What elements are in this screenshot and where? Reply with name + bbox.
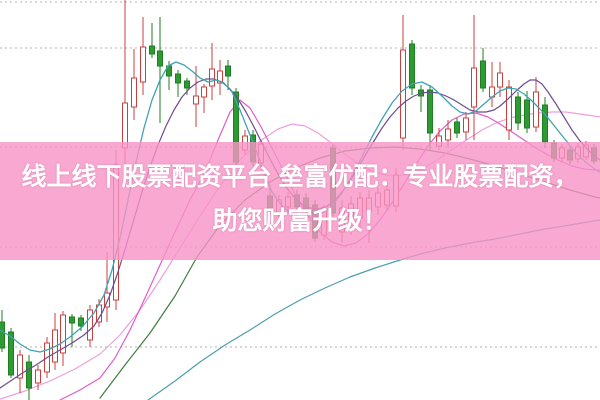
candle-up <box>17 350 23 393</box>
candle-down <box>454 118 460 138</box>
candle-down <box>515 92 521 130</box>
promo-text-line1: 线上线下股票配资平台 垒富优配：专业股票配资， <box>21 163 579 191</box>
candle-down <box>175 70 181 97</box>
candle-down <box>418 85 424 112</box>
candle-up <box>35 365 41 390</box>
candle-up <box>471 15 477 140</box>
candle-up <box>217 60 223 95</box>
candle-up <box>209 43 215 100</box>
candle-down <box>225 60 231 90</box>
candle-down <box>542 97 548 148</box>
candle-down <box>157 17 163 123</box>
candle-up <box>193 66 199 127</box>
candle-up <box>463 112 469 140</box>
candle-up <box>201 84 207 113</box>
candle-down <box>69 314 75 347</box>
candle-down <box>409 40 415 95</box>
candle-up <box>140 17 146 95</box>
candle-up <box>87 305 93 347</box>
candle-up <box>60 311 66 366</box>
promo-text-line2: 助您财富升级！ <box>212 207 388 235</box>
candle-up <box>131 49 137 120</box>
candle-down <box>149 23 155 58</box>
promo-banner: 线上线下股票配资平台 垒富优配：专业股票配资， 助您财富升级！ <box>0 142 600 260</box>
candle-down <box>427 85 433 150</box>
candle-up <box>52 313 58 370</box>
candle-down <box>26 355 32 400</box>
candle-up <box>400 15 406 150</box>
candle-up <box>489 62 495 107</box>
candle-down <box>480 48 486 92</box>
candle-down <box>524 91 530 133</box>
candle-up <box>506 80 512 140</box>
